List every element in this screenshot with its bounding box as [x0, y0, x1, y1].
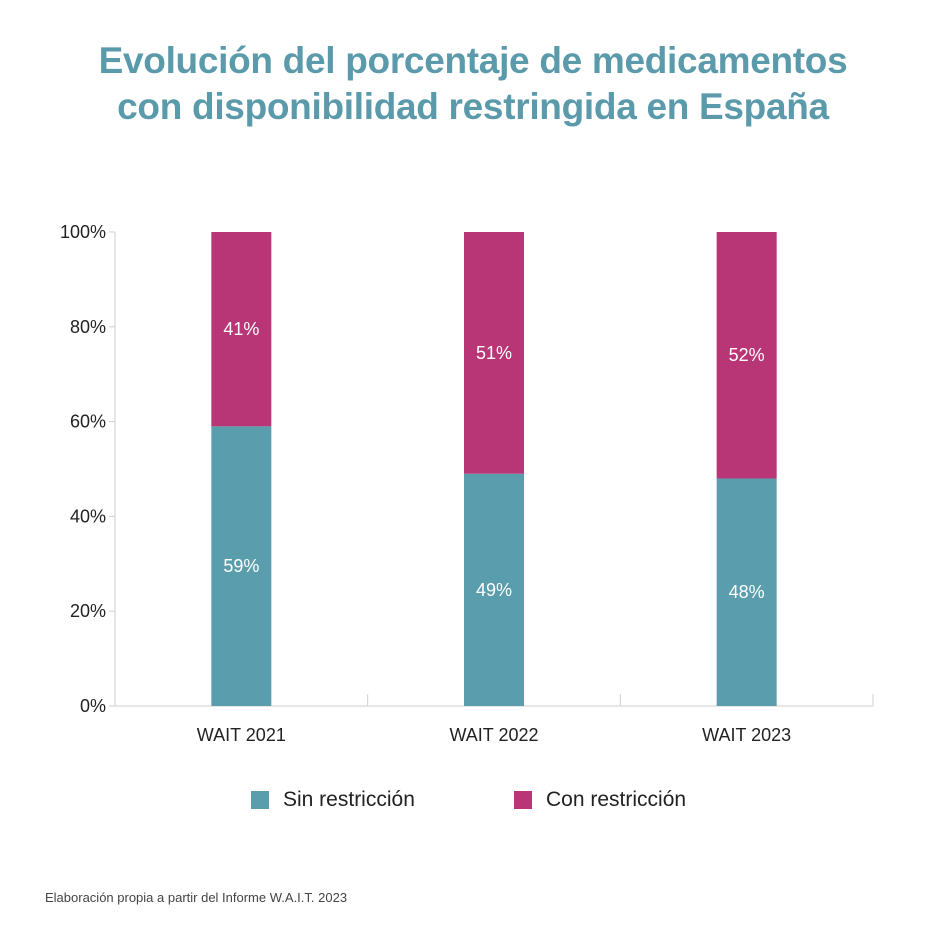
legend-swatch-sin-restriccion: [251, 791, 269, 809]
data-label: 51%: [476, 343, 512, 363]
legend: Sin restricción Con restricción: [0, 788, 946, 814]
chart-title-line-2: con disponibilidad restringida en España: [117, 86, 829, 127]
data-label: 52%: [729, 345, 765, 365]
data-label: 59%: [223, 556, 259, 576]
chart-title-line-1: Evolución del porcentaje de medicamentos: [98, 40, 848, 81]
x-tick-label: WAIT 2023: [702, 725, 791, 745]
bar-segment: [716, 232, 777, 479]
bar-segment: [464, 232, 524, 474]
data-label: 48%: [729, 582, 765, 602]
x-tick-label: WAIT 2021: [197, 725, 286, 745]
y-tick-label: 80%: [70, 317, 106, 337]
x-tick-label: WAIT 2022: [449, 725, 538, 745]
y-tick-label: 60%: [70, 412, 106, 432]
legend-swatch-con-restriccion: [514, 791, 532, 809]
legend-label-sin-restriccion: Sin restricción: [283, 788, 415, 811]
bar-segment: [211, 232, 272, 427]
source-note: Elaboración propia a partir del Informe …: [45, 890, 348, 905]
legend-item-con-restriccion: Con restricción: [514, 788, 686, 812]
y-tick-label: 20%: [70, 601, 106, 621]
chart-title: Evolución del porcentaje de medicamentos…: [0, 38, 946, 130]
bar-segment: [464, 473, 524, 706]
y-tick-label: 100%: [60, 222, 106, 242]
legend-item-sin-restriccion: Sin restricción: [251, 788, 415, 812]
y-tick-label: 40%: [70, 506, 106, 526]
data-label: 41%: [223, 319, 259, 339]
bar-segment: [211, 426, 272, 706]
bar-segment: [716, 478, 777, 706]
y-tick-label: 0%: [80, 696, 106, 716]
legend-label-con-restriccion: Con restricción: [546, 788, 687, 811]
data-label: 49%: [476, 580, 512, 600]
